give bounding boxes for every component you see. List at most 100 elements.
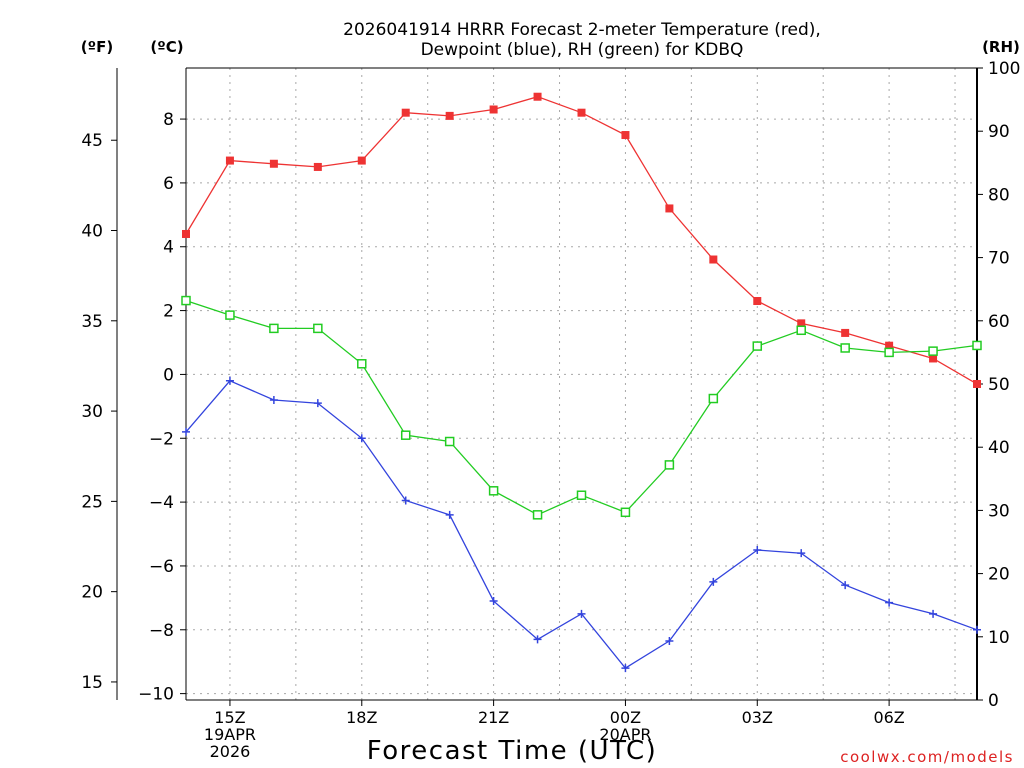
rh-point [972, 340, 982, 351]
x-tick-label: 21Z [478, 708, 509, 727]
rh-axis-label: (RH) [982, 38, 1020, 56]
celsius-tick-label: −8 [149, 621, 174, 641]
rh-tick-label: 20 [988, 565, 1010, 585]
temperature-point [885, 341, 894, 350]
rh-tick-label: 70 [988, 249, 1010, 269]
dewpoint-point [401, 496, 410, 505]
dewpoint-point [313, 399, 322, 408]
rh-tick-label: 80 [988, 185, 1010, 205]
rh-point [664, 460, 675, 470]
rh-tick-label: 0 [988, 691, 999, 711]
dewpoint-point [225, 376, 234, 385]
dewpoint-point [929, 609, 938, 618]
celsius-tick-label: −2 [149, 429, 174, 449]
rh-point [884, 347, 894, 358]
temperature-point [489, 105, 498, 114]
dewpoint-point [973, 625, 981, 634]
fahrenheit-axis-label: (ºF) [81, 38, 113, 56]
fahrenheit-tick-label: 40 [81, 222, 103, 242]
rh-point [840, 343, 850, 353]
celsius-tick-label: 0 [163, 365, 174, 385]
temperature-point [445, 111, 454, 120]
dewpoint-point [182, 427, 190, 436]
temperature-point [225, 156, 234, 165]
x-tick-label: 15Z [214, 708, 245, 727]
dewpoint-point [797, 549, 806, 558]
temperature-point [533, 92, 542, 101]
dewpoint-point [533, 635, 542, 644]
temperature-point [577, 108, 586, 117]
x-tick-label: 19APR [204, 725, 256, 744]
x-axis-label: Forecast Time (UTC) [367, 736, 658, 766]
rh-point [313, 323, 323, 334]
temperature-line [185, 96, 978, 385]
temperature-point [929, 354, 938, 363]
dewpoint-point [841, 581, 850, 590]
credit-text: coolwx.com/models [840, 748, 1014, 766]
temperature-point [313, 162, 322, 171]
rh-point [708, 393, 719, 404]
dewpoint-point [753, 545, 762, 554]
rh-point [357, 359, 367, 369]
celsius-tick-label: 2 [163, 302, 174, 322]
chart-title-line-1: 2026041914 HRRR Forecast 2-meter Tempera… [343, 20, 821, 40]
rh-point [225, 310, 235, 320]
celsius-tick-label: 4 [163, 238, 174, 258]
fahrenheit-tick-label: 15 [81, 673, 103, 693]
rh-tick-label: 60 [988, 312, 1010, 332]
temperature-point [841, 328, 850, 337]
rh-tick-label: 30 [988, 501, 1010, 521]
fahrenheit-tick-label: 25 [81, 492, 103, 512]
x-tick-label: 2026 [210, 742, 251, 761]
temperature-point [621, 131, 630, 140]
dewpoint-point [885, 598, 894, 607]
rh-point [269, 323, 279, 334]
x-tick-label: 18Z [346, 708, 377, 727]
dewpoint-point [357, 434, 366, 443]
dewpoint-point [621, 664, 630, 673]
dewpoint-point [269, 395, 278, 404]
rh-line [185, 299, 978, 516]
temperature-point [753, 297, 762, 306]
axes [111, 67, 983, 706]
dewpoint-point [577, 609, 586, 618]
rh-point [444, 436, 455, 447]
rh-point [576, 490, 587, 500]
rh-point [796, 325, 806, 336]
rh-point [181, 295, 191, 306]
rh-tick-label: 90 [988, 122, 1010, 142]
dewpoint-line [185, 380, 978, 669]
dewpoint-point [709, 577, 718, 586]
rh-point [488, 486, 499, 496]
x-tick-label: 06Z [873, 708, 904, 727]
fahrenheit-tick-label: 20 [81, 583, 103, 603]
rh-point [752, 341, 763, 351]
temperature-point [709, 255, 718, 264]
rh-point [620, 507, 631, 518]
temperature-point [797, 319, 806, 328]
dewpoint-point [665, 636, 674, 645]
rh-tick-label: 100 [988, 59, 1020, 79]
chart-title-line-2: Dewpoint (blue), RH (green) for KDBQ [421, 40, 744, 60]
data-series [181, 92, 982, 673]
celsius-tick-label: −6 [149, 557, 174, 577]
rh-point [928, 346, 938, 356]
temperature-point [357, 156, 366, 165]
dewpoint-point [489, 597, 498, 606]
celsius-axis-label: (ºC) [150, 38, 183, 56]
rh-point [532, 510, 543, 520]
celsius-tick-label: −10 [138, 685, 174, 705]
temperature-point [401, 108, 410, 117]
rh-tick-label: 10 [988, 628, 1010, 648]
temperature-point [973, 380, 981, 388]
fahrenheit-tick-label: 35 [81, 312, 103, 332]
fahrenheit-tick-label: 45 [81, 131, 103, 151]
celsius-tick-label: 8 [163, 110, 174, 130]
rh-point [400, 430, 411, 440]
temperature-point [269, 159, 278, 168]
dewpoint-point [445, 510, 454, 519]
celsius-tick-label: −4 [149, 493, 174, 513]
temperature-point [182, 229, 190, 238]
x-tick-label: 20APR [599, 725, 651, 744]
